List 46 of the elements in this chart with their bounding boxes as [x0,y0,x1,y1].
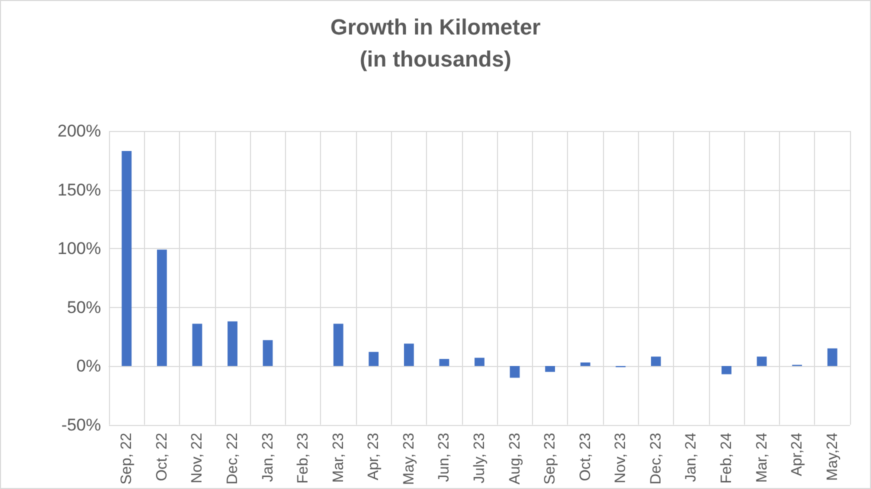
bar [228,321,238,366]
x-tick-label: Oct, 23 [576,432,594,482]
x-tick-label: Dec, 23 [647,432,664,484]
x-tick-label: Aug, 23 [506,432,524,484]
bar [262,340,273,366]
x-tick-label: Sep, 22 [118,432,136,484]
x-tick-label: Feb, 23 [294,432,312,484]
bar [756,356,767,366]
x-tick-label: Dec, 22 [224,432,241,484]
y-tick-label: -50% [61,415,101,434]
x-tick-label: Nov, 22 [188,432,206,484]
y-tick-label: 100% [58,239,101,258]
x-tick-label: July, 23 [471,432,488,484]
x-tick-label: Feb, 24 [718,432,735,484]
bar [580,362,590,366]
x-tick-label: Jun, 23 [436,432,453,482]
y-tick-label: 150% [58,180,101,200]
chart-title: Growth in Kilometer [330,14,542,40]
bar [827,348,838,366]
x-tick-label: Jan, 24 [682,432,700,482]
chart-subtitle: (in thousands) [360,46,512,72]
x-tick-label: Mar, 23 [330,432,347,483]
y-tick-label: 50% [66,298,101,317]
x-tick-label: Apr, 23 [365,432,382,480]
y-tick-label: 0% [76,356,101,376]
x-tick-label: Sep, 23 [542,432,559,484]
bar [156,250,167,366]
bar [650,356,661,366]
bar [368,352,379,366]
bar [404,344,414,366]
x-tick-label: May, 23 [400,432,418,486]
bar [333,324,344,366]
bar [474,358,484,366]
bar [722,366,732,374]
bar [122,150,132,366]
x-tick-label: Nov, 23 [612,432,630,484]
x-tick-label: Apr,24 [788,432,806,476]
x-tick-label: Jan, 23 [259,432,276,482]
bar [439,358,450,366]
x-tick-label: Mar, 24 [753,432,770,483]
bar [192,324,202,366]
bar [545,366,556,372]
bar [510,366,520,378]
x-tick-label: Oct, 22 [153,432,170,482]
y-tick-label: 200% [58,122,101,140]
x-tick-label: May,24 [824,432,841,481]
